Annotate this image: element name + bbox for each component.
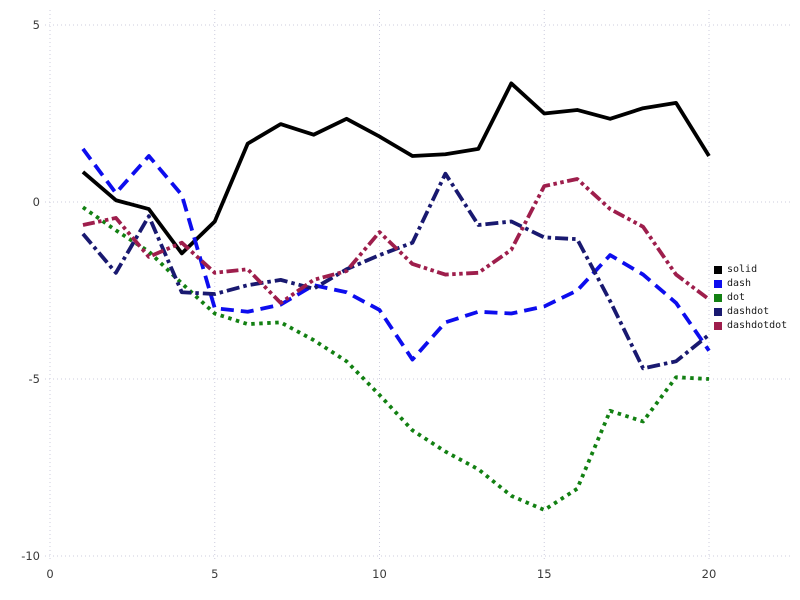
legend-item: solid bbox=[714, 263, 787, 277]
legend-label: dash bbox=[727, 278, 752, 289]
legend-item: dashdot bbox=[714, 305, 787, 319]
legend-item: dashdotdot bbox=[714, 319, 787, 333]
y-tick-label: -10 bbox=[21, 549, 40, 563]
y-tick-label: -5 bbox=[29, 372, 40, 386]
legend-swatch-icon bbox=[714, 280, 722, 288]
legend: solid dash dot dashdot dashdotdot bbox=[714, 263, 787, 333]
y-tick-label: 5 bbox=[33, 18, 40, 32]
x-tick-label: 0 bbox=[46, 567, 53, 581]
legend-label: dashdotdot bbox=[727, 320, 788, 331]
x-tick-label: 15 bbox=[537, 567, 552, 581]
series-line-dashdot bbox=[81, 171, 711, 371]
x-tick-label: 10 bbox=[372, 567, 387, 581]
y-tick-label: 0 bbox=[33, 195, 40, 209]
series-line-dashdotdot bbox=[82, 177, 711, 305]
legend-label: dot bbox=[727, 292, 746, 303]
legend-swatch-icon bbox=[714, 322, 722, 330]
legend-swatch-icon bbox=[714, 266, 722, 274]
legend-label: solid bbox=[727, 264, 758, 275]
legend-swatch-icon bbox=[714, 308, 722, 316]
x-tick-label: 20 bbox=[702, 567, 717, 581]
series-line-dot bbox=[81, 205, 710, 512]
legend-label: dashdot bbox=[727, 306, 770, 317]
legend-item: dash bbox=[714, 277, 787, 291]
series-line-solid bbox=[81, 81, 711, 256]
x-tick-label: 5 bbox=[211, 567, 218, 581]
series-line-dash bbox=[81, 147, 711, 362]
legend-item: dot bbox=[714, 291, 787, 305]
legend-swatch-icon bbox=[714, 294, 722, 302]
